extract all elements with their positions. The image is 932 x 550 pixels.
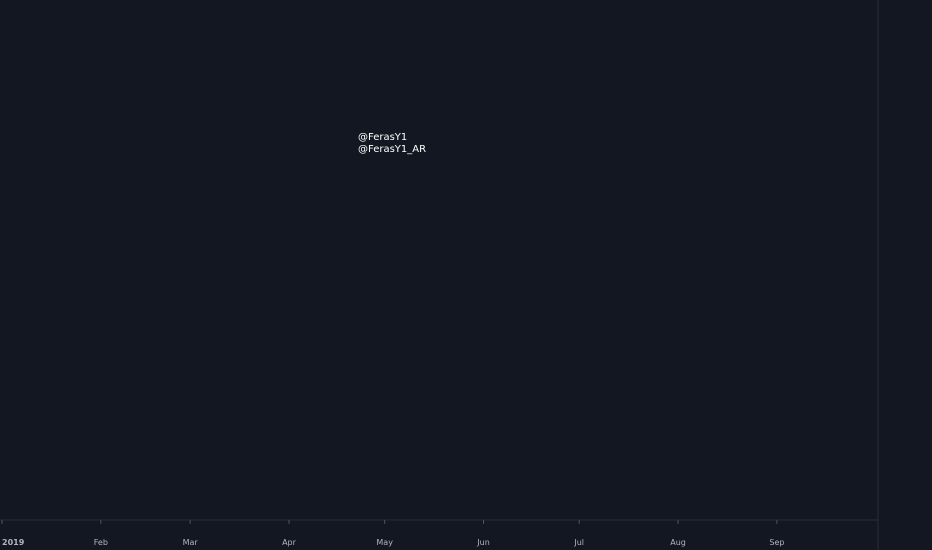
watermark-line-2: @FerasY1_AR bbox=[358, 144, 426, 155]
watermark: @FerasY1 @FerasY1_AR bbox=[358, 132, 426, 155]
time-axis[interactable]: 2019 Feb Mar Apr May Jun Jul Aug Sep bbox=[0, 519, 878, 547]
time-tick-label: Jun bbox=[476, 538, 490, 547]
price-axis[interactable]: 0.000007500.000007000.000006500.00000600… bbox=[877, 0, 932, 550]
time-tick-label: Apr bbox=[282, 538, 297, 547]
time-tick-label: 2019 bbox=[2, 538, 25, 547]
watermark-line-1: @FerasY1 bbox=[358, 132, 407, 143]
time-tick-label: Aug bbox=[670, 538, 686, 547]
time-tick-label: Sep bbox=[769, 538, 784, 547]
time-tick-label: Feb bbox=[94, 538, 108, 547]
time-tick-label: May bbox=[376, 538, 393, 547]
time-tick-label: Mar bbox=[183, 538, 199, 547]
time-tick-label: Jul bbox=[573, 538, 584, 547]
